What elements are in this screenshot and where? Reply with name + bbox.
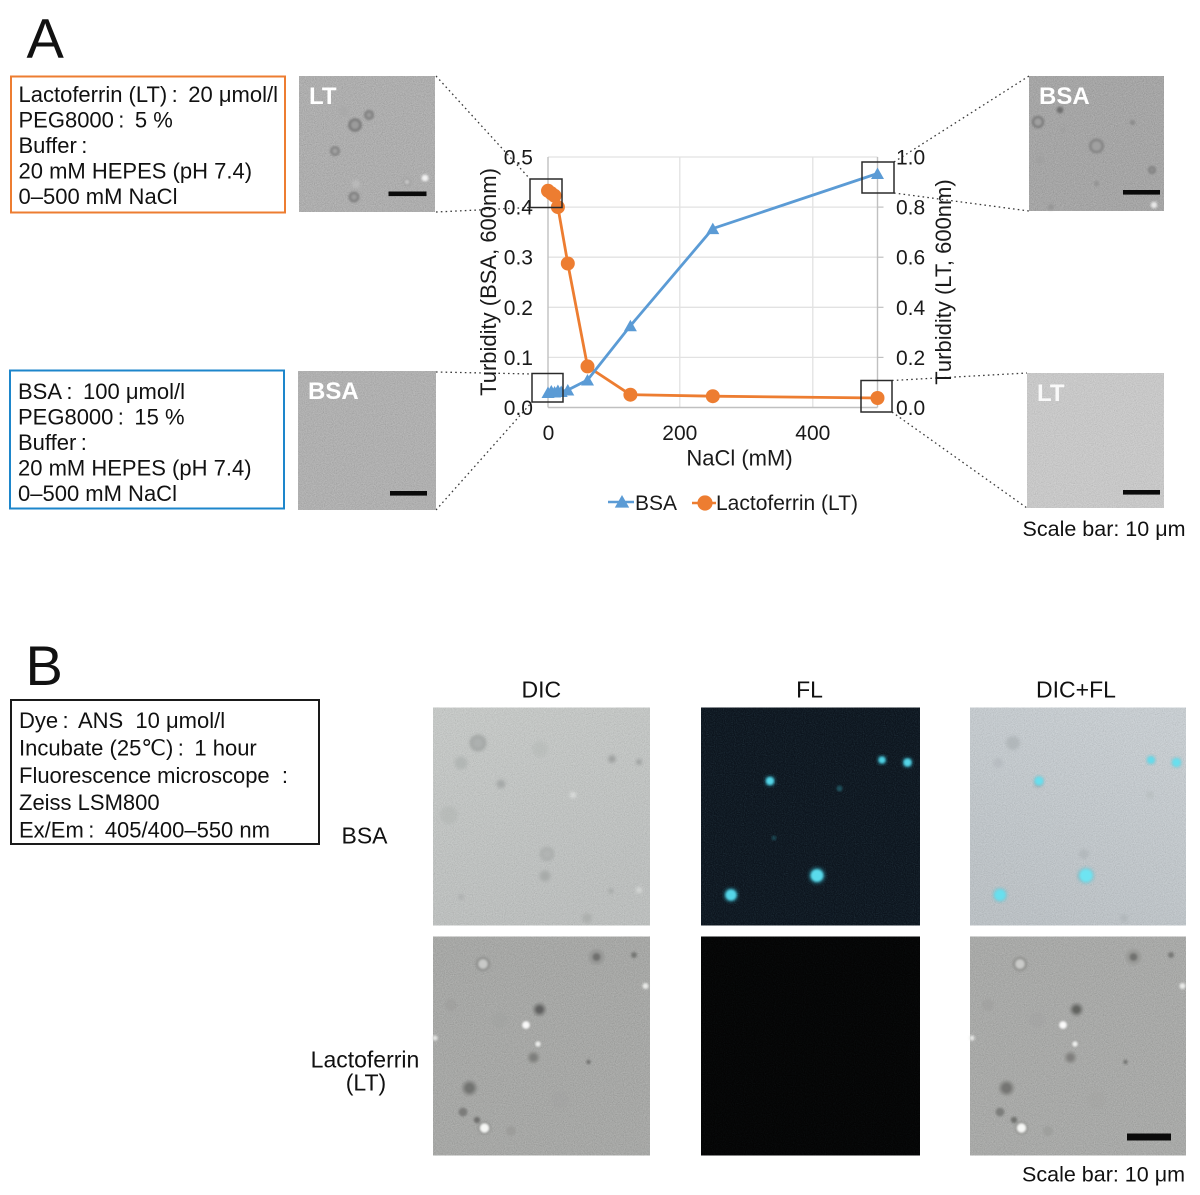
svg-text:DIC+FL: DIC+FL	[1036, 677, 1116, 703]
svg-text:PEG8000 : 15 %: PEG8000 : 15 %	[18, 405, 185, 430]
svg-text:BSA : 100 μmol/l: BSA : 100 μmol/l	[18, 379, 185, 404]
svg-text:B: B	[26, 634, 63, 697]
svg-text:LT: LT	[309, 83, 337, 110]
svg-text:Dye : ANS 10 μmol/l: Dye : ANS 10 μmol/l	[19, 708, 225, 733]
svg-text:Zeiss LSM800: Zeiss LSM800	[19, 790, 160, 815]
svg-text:BSA: BSA	[635, 492, 677, 515]
svg-text:20 mM HEPES (pH 7.4): 20 mM HEPES (pH 7.4)	[18, 456, 252, 481]
svg-text:0–500 mM NaCl: 0–500 mM NaCl	[18, 481, 177, 506]
svg-text:Fluorescence microscope :: Fluorescence microscope :	[19, 763, 288, 788]
svg-text:0: 0	[543, 422, 555, 445]
svg-text:200: 200	[662, 422, 697, 445]
svg-text:BSA: BSA	[308, 378, 359, 405]
svg-text:BSA: BSA	[341, 823, 388, 849]
svg-text:Buffer :: Buffer :	[18, 430, 87, 455]
svg-text:Scale bar: 10 μm: Scale bar: 10 μm	[1022, 1163, 1185, 1187]
svg-text:0–500 mM NaCl: 0–500 mM NaCl	[19, 184, 178, 209]
svg-text:(LT): (LT)	[346, 1070, 386, 1096]
svg-text:0.4: 0.4	[896, 297, 926, 320]
svg-text:Ex/Em : 405/400–550 nm: Ex/Em : 405/400–550 nm	[19, 818, 270, 843]
svg-text:0.4: 0.4	[504, 197, 534, 220]
svg-text:Lactoferrin (LT) : 20 μmol/l: Lactoferrin (LT) : 20 μmol/l	[19, 82, 279, 107]
svg-text:0.1: 0.1	[504, 347, 533, 370]
svg-text:Turbidity (LT, 600nm): Turbidity (LT, 600nm)	[931, 179, 956, 384]
svg-text:DIC: DIC	[521, 677, 561, 703]
svg-text:A: A	[27, 7, 65, 70]
svg-text:0.8: 0.8	[896, 197, 925, 220]
svg-text:NaCl (mM): NaCl (mM)	[686, 446, 792, 471]
svg-text:20 mM HEPES (pH 7.4): 20 mM HEPES (pH 7.4)	[19, 159, 253, 184]
svg-text:0.3: 0.3	[504, 247, 533, 270]
svg-text:400: 400	[795, 422, 830, 445]
svg-text:0.5: 0.5	[504, 147, 533, 170]
svg-text:Scale bar: 10 μm: Scale bar: 10 μm	[1023, 517, 1186, 541]
svg-text:Lactoferrin (LT): Lactoferrin (LT)	[716, 492, 858, 515]
svg-text:0.2: 0.2	[504, 297, 533, 320]
svg-text:BSA: BSA	[1039, 83, 1090, 110]
svg-text:0.2: 0.2	[896, 347, 925, 370]
svg-text:PEG8000 : 5 %: PEG8000 : 5 %	[19, 108, 173, 133]
svg-text:LT: LT	[1037, 380, 1065, 407]
svg-text:Lactoferrin: Lactoferrin	[311, 1047, 420, 1073]
svg-text:0.6: 0.6	[896, 247, 925, 270]
svg-text:Incubate (25℃) : 1 hour: Incubate (25℃) : 1 hour	[19, 735, 257, 760]
svg-text:1.0: 1.0	[896, 147, 925, 170]
svg-text:Buffer :: Buffer :	[19, 133, 88, 158]
svg-text:0.0: 0.0	[896, 397, 925, 420]
svg-text:FL: FL	[796, 677, 823, 703]
svg-text:0.0: 0.0	[504, 397, 533, 420]
svg-text:Turbidity (BSA, 600nm): Turbidity (BSA, 600nm)	[476, 168, 501, 396]
